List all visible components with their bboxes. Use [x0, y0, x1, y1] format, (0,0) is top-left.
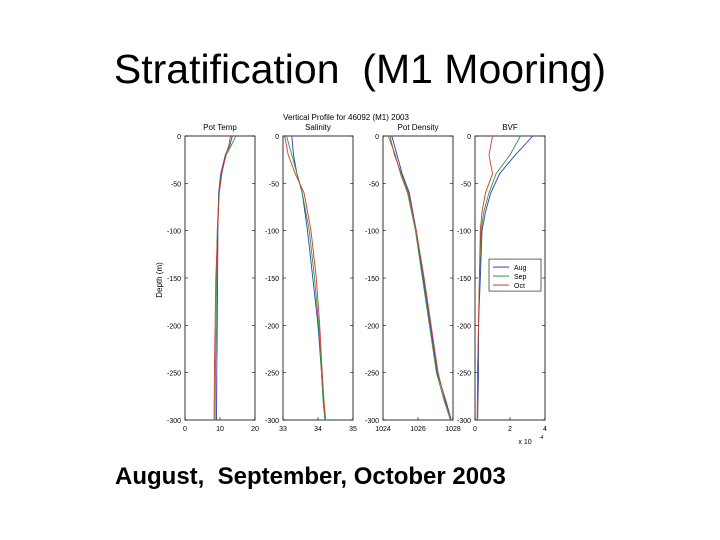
profile-chart-svg: Vertical Profile for 46092 (M1) 2003 Dep… [155, 113, 547, 446]
y-tick-label: -200 [365, 323, 379, 330]
y-tick-label: -100 [167, 229, 181, 236]
legend-label-aug: Aug [514, 265, 527, 272]
y-tick-label: -250 [457, 371, 471, 378]
series-line-salinity-aug [291, 135, 326, 421]
series-line-pot-temp-sep [214, 135, 237, 421]
x-tick-label: 1028 [445, 426, 461, 433]
y-axis-label: Depth (m) [155, 262, 164, 298]
series-line-pot-temp-aug [216, 135, 233, 421]
y-tick-label: 0 [467, 134, 471, 141]
panel-title-pot-density: Pot Density [398, 123, 439, 132]
y-tick-label: -200 [265, 323, 279, 330]
y-tick-label: -200 [457, 323, 471, 330]
y-tick-label: -150 [457, 276, 471, 283]
series-line-pot-density-oct [389, 135, 452, 421]
panel-frame-pot-density [382, 135, 454, 421]
y-tick-label: -100 [457, 229, 471, 236]
figure-title: Vertical Profile for 46092 (M1) 2003 [283, 113, 409, 122]
vertical-profile-figure: Vertical Profile for 46092 (M1) 2003 Dep… [140, 105, 580, 450]
x-tick-label: 1024 [375, 426, 391, 433]
y-tick-label: -50 [461, 181, 471, 188]
x-tick-label: 20 [251, 426, 259, 433]
y-tick-label: -250 [167, 371, 181, 378]
y-tick-label: -300 [167, 418, 181, 425]
y-tick-label: -150 [167, 276, 181, 283]
slide-caption: August, September, October 2003 [115, 463, 506, 490]
y-tick-label: -50 [171, 181, 181, 188]
legend-label-oct: Oct [514, 283, 525, 290]
series-line-bvf-oct [476, 135, 493, 421]
series-line-pot-density-sep [387, 135, 451, 421]
panel-title-pot-temp: Pot Temp [203, 123, 237, 132]
x-tick-label: 34 [314, 426, 322, 433]
panel-frame-salinity [282, 135, 354, 421]
y-tick-label: -250 [365, 371, 379, 378]
series-line-pot-temp-oct [213, 135, 231, 421]
x-tick-label: 10 [216, 426, 224, 433]
panel-title-salinity: Salinity [305, 123, 331, 132]
legend-label-sep: Sep [514, 274, 527, 281]
y-tick-label: -250 [265, 371, 279, 378]
y-tick-label: -300 [365, 418, 379, 425]
x-tick-label: 1026 [410, 426, 426, 433]
series-line-pot-density-aug [391, 135, 452, 421]
y-tick-label: 0 [177, 134, 181, 141]
x-tick-label: 2 [508, 426, 512, 433]
y-tick-label: 0 [375, 134, 379, 141]
y-tick-label: -50 [369, 181, 379, 188]
y-tick-label: -200 [167, 323, 181, 330]
y-tick-label: -300 [265, 418, 279, 425]
y-tick-label: -150 [265, 276, 279, 283]
x-tick-label: 0 [473, 426, 477, 433]
x-tick-label: 35 [349, 426, 357, 433]
series-line-salinity-oct [284, 135, 327, 421]
y-tick-label: -150 [365, 276, 379, 283]
y-tick-label: 0 [275, 134, 279, 141]
slide-title: Stratification (M1 Mooring) [113, 46, 607, 92]
y-tick-label: -50 [269, 181, 279, 188]
x-scale-label: x 10 [518, 439, 531, 445]
y-tick-label: -300 [457, 418, 471, 425]
y-tick-label: -100 [265, 229, 279, 236]
x-tick-label: 4 [543, 426, 547, 433]
legend-box [488, 258, 542, 292]
panel-title-bvf: BVF [502, 123, 518, 132]
x-tick-label: 33 [279, 426, 287, 433]
y-tick-label: -100 [365, 229, 379, 236]
x-tick-label: 0 [183, 426, 187, 433]
x-scale-exponent: -4 [539, 435, 544, 441]
series-line-salinity-sep [286, 135, 326, 421]
